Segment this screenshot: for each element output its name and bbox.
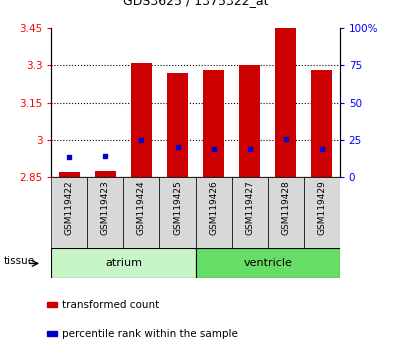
Text: GSM119422: GSM119422 (65, 181, 74, 235)
Text: GSM119429: GSM119429 (317, 181, 326, 235)
Bar (131, 63, 152, 177)
Bar (160, 177, 196, 248)
Bar (231, 177, 267, 248)
Bar (51, 177, 87, 248)
Bar (47, 331, 57, 336)
Bar (196, 177, 231, 248)
Text: GSM119424: GSM119424 (137, 181, 146, 235)
Bar (167, 73, 188, 177)
Bar (51, 248, 196, 278)
Bar (203, 70, 224, 177)
Bar (239, 65, 260, 177)
Text: tissue: tissue (4, 256, 35, 266)
Bar (267, 177, 304, 248)
Text: GSM119426: GSM119426 (209, 181, 218, 235)
Text: atrium: atrium (105, 258, 142, 268)
Bar (123, 177, 160, 248)
Text: ventricle: ventricle (243, 258, 292, 268)
Text: GSM119428: GSM119428 (281, 181, 290, 235)
Text: GSM119425: GSM119425 (173, 181, 182, 235)
Bar (95, 171, 116, 177)
Bar (196, 248, 340, 278)
Text: percentile rank within the sample: percentile rank within the sample (62, 329, 238, 339)
Bar (311, 70, 333, 177)
Text: transformed count: transformed count (62, 299, 159, 310)
Bar (275, 28, 296, 177)
Text: GSM119423: GSM119423 (101, 181, 110, 235)
Bar (58, 172, 80, 177)
Text: GDS3625 / 1375322_at: GDS3625 / 1375322_at (123, 0, 268, 7)
Bar (87, 177, 123, 248)
Text: GSM119427: GSM119427 (245, 181, 254, 235)
Bar (47, 302, 57, 307)
Bar (304, 177, 340, 248)
